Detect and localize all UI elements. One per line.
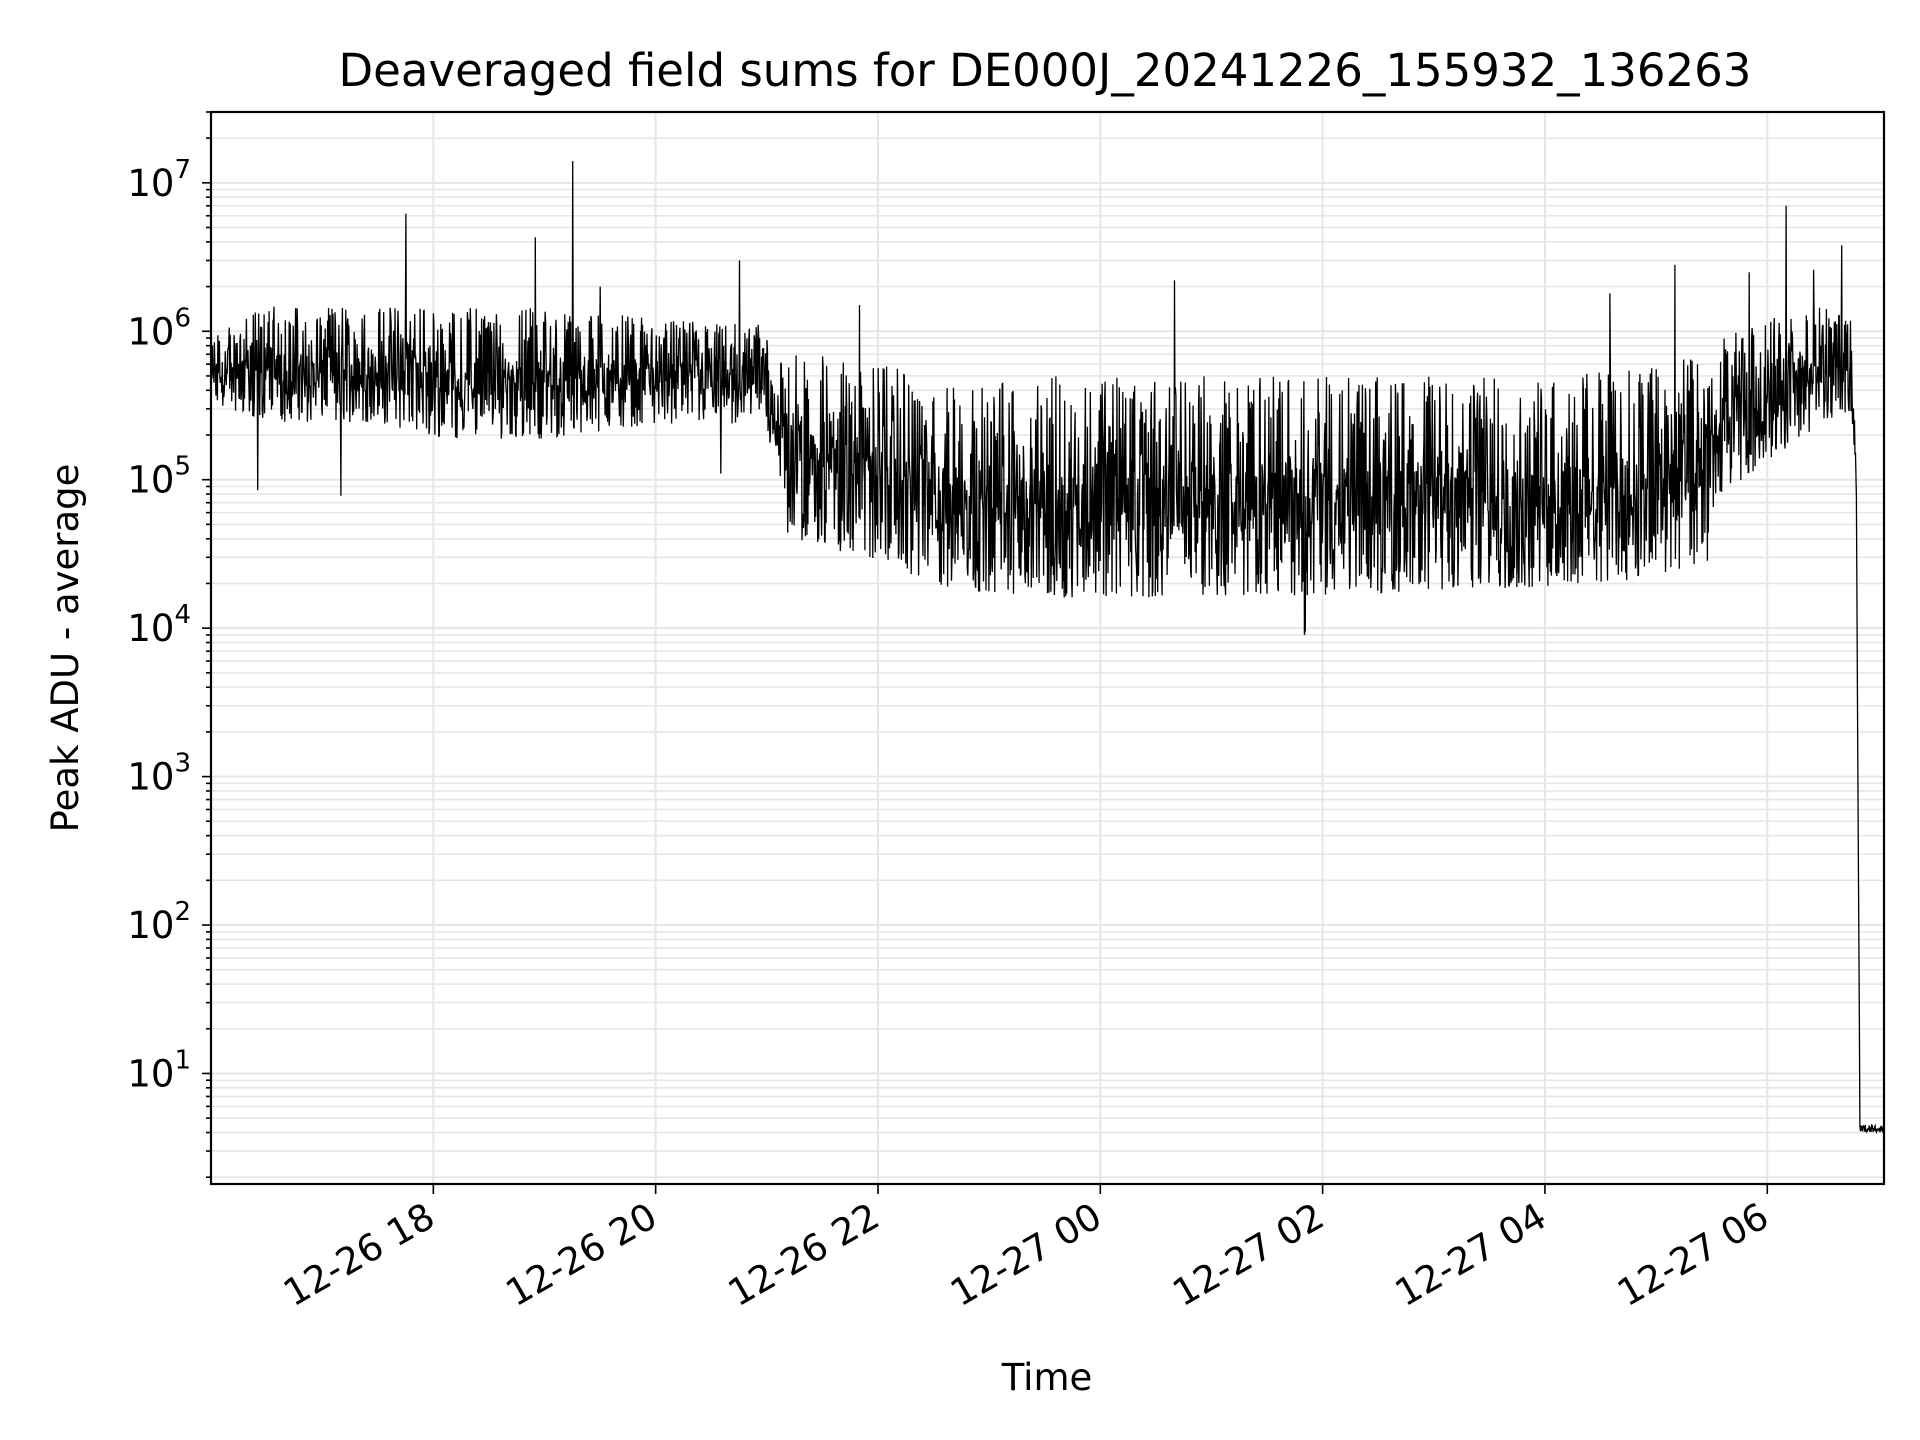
grid: [211, 111, 1884, 1184]
chart-title: Deaveraged field sums for DE000J_2024122…: [339, 44, 1752, 97]
y-tick-label: 104: [127, 600, 191, 650]
y-tick-label: 105: [127, 452, 191, 502]
y-axis: 101 102 103 104 105 106 107: [127, 111, 211, 1179]
series-line: [211, 161, 1884, 1135]
plot-area: [211, 161, 1884, 1135]
y-tick-label: 106: [127, 303, 191, 353]
x-axis-label: Time: [1001, 1356, 1093, 1399]
y-tick-label: 102: [127, 897, 191, 947]
y-tick-label: 101: [127, 1045, 191, 1095]
y-axis-label: Peak ADU - average: [44, 464, 87, 833]
plot-frame: [209, 110, 1886, 1186]
y-tick-label: 103: [127, 749, 191, 799]
y-tick-label: 107: [127, 155, 191, 205]
